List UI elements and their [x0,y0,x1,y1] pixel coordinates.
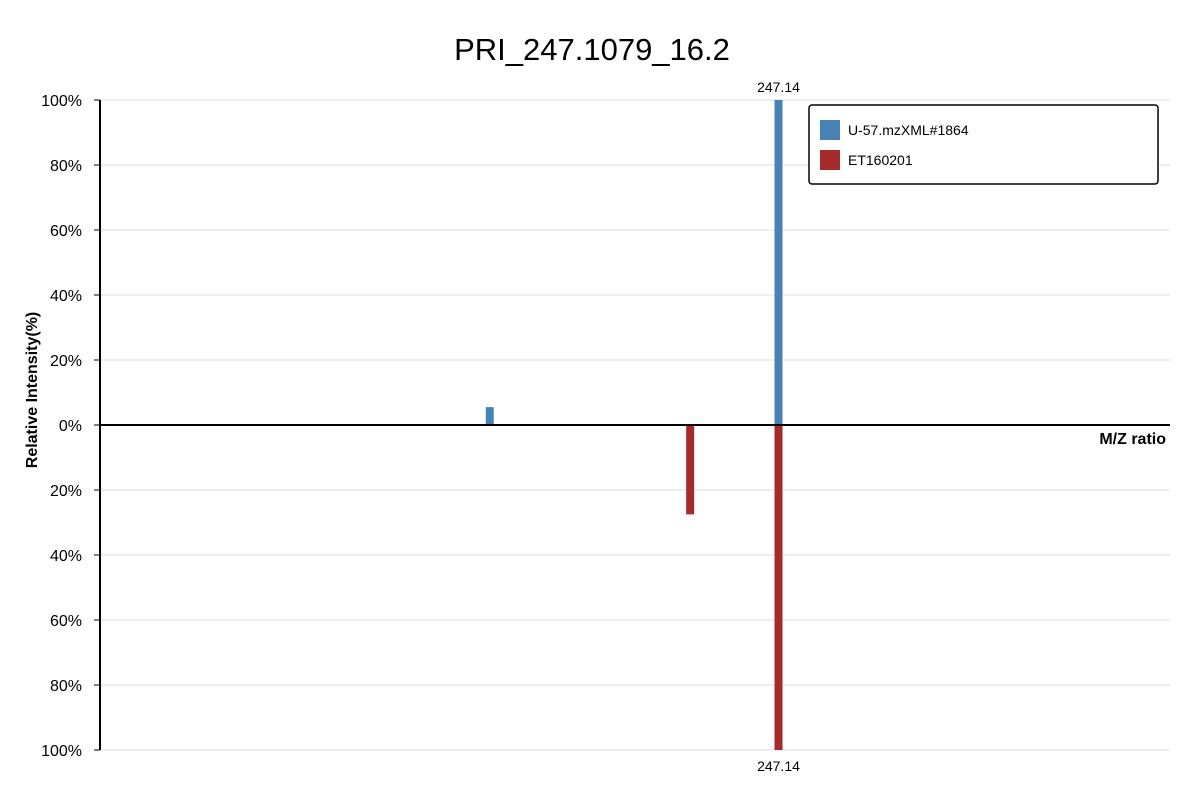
legend-swatch [820,150,840,170]
y-tick-label: 0% [59,418,82,435]
peak-label: 247.14 [757,79,800,95]
legend-box [808,104,1159,185]
y-tick-label: 40% [50,288,82,305]
y-axis-ticks: 100% 80% 60% 40% 20% 0% 20% 40% 60% 80% 100% [41,93,100,760]
y-tick-label: 40% [50,548,82,565]
y-tick-label: 100% [41,93,82,110]
y-tick-label: 20% [50,353,82,370]
y-tick-label: 80% [50,158,82,175]
y-tick-label: 60% [50,223,82,240]
y-tick-label: 20% [50,483,82,500]
legend-label: U-57.mzXML#1864 [848,122,969,138]
peaks [485,100,783,750]
legend: U-57.mzXML#1864 ET160201 [808,104,1159,185]
peak-labels: 247.14 247.14 [757,79,800,774]
x-axis-label: M/Z ratio [1099,431,1166,448]
peak-bar [485,407,494,425]
y-tick-label: 100% [41,743,82,760]
peak-bar [686,425,695,515]
gridlines [100,99,1170,751]
chart-title: PRI_247.1079_16.2 [454,32,730,67]
peak-bar [774,425,783,750]
peak-bar [774,100,783,425]
legend-label: ET160201 [848,152,913,168]
y-tick-label: 80% [50,678,82,695]
y-tick-label: 60% [50,613,82,630]
peak-label: 247.14 [757,758,800,774]
legend-swatch [820,120,840,140]
y-axis-label: Relative Intensity(%) [24,312,41,468]
